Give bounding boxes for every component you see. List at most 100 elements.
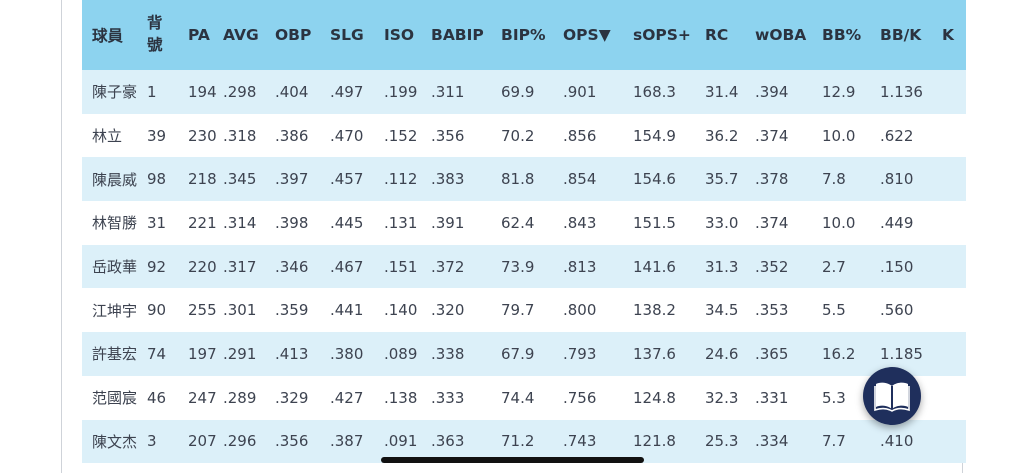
cell-player[interactable]: 林立 [92, 127, 123, 146]
cell-woba: .334 [755, 432, 789, 451]
cell-bb-k: .449 [880, 213, 914, 232]
cell-obp: .398 [275, 213, 309, 232]
cell-obp: .404 [275, 82, 309, 101]
cell-k [942, 245, 966, 289]
cell-bb-k: 1.185 [880, 344, 923, 363]
cell-iso: .199 [384, 82, 418, 101]
cell-iso: .112 [384, 170, 418, 189]
cell-number: 98 [147, 170, 167, 189]
table-row[interactable]: 岳政華 92 220 .317 .346 .467 .151 .372 73.9 .813 141.… [82, 244, 966, 289]
cell-pa: 218 [188, 170, 217, 189]
cell-bb-k: .410 [880, 432, 914, 451]
cell-babip: .320 [431, 301, 465, 320]
cell-obp: .397 [275, 170, 309, 189]
cell-rc: 36.2 [705, 126, 739, 145]
cell-avg: .301 [223, 301, 257, 320]
cell-player[interactable]: 岳政華 [92, 258, 138, 277]
cell-avg: .296 [223, 432, 257, 451]
cell-ops: .743 [563, 432, 597, 451]
cell-rc: 33.0 [705, 213, 739, 232]
column-header-bb-pct[interactable]: BB% [822, 26, 862, 44]
cell-bb-k: .810 [880, 170, 914, 189]
cell-bb-pct: 10.0 [822, 126, 856, 145]
column-header-woba[interactable]: wOBA [755, 26, 807, 44]
column-header-number[interactable]: 背 號 [147, 0, 188, 70]
table-row[interactable]: 林立 39 230 .318 .386 .470 .152 .356 70.2 .856 154.9… [82, 113, 966, 158]
cell-sops-plus: 168.3 [633, 82, 676, 101]
cell-number: 92 [147, 257, 167, 276]
column-header-slg[interactable]: SLG [330, 26, 364, 44]
cell-woba: .365 [755, 344, 789, 363]
cell-pa: 255 [188, 301, 217, 320]
column-header-babip[interactable]: BABIP [431, 26, 484, 44]
cell-k [942, 376, 966, 420]
cell-woba: .378 [755, 170, 789, 189]
column-header-pa[interactable]: PA [188, 26, 210, 44]
cell-rc: 32.3 [705, 388, 739, 407]
column-header-k-truncated[interactable]: K [942, 26, 955, 44]
cell-babip: .383 [431, 170, 465, 189]
cell-obp: .386 [275, 126, 309, 145]
cell-ops: .856 [563, 126, 597, 145]
cell-babip: .372 [431, 257, 465, 276]
cell-slg: .441 [330, 301, 364, 320]
column-header-bb-k[interactable]: BB/K [880, 26, 922, 44]
cell-babip: .311 [431, 82, 465, 101]
cell-player[interactable]: 林智勝 [92, 214, 138, 233]
cell-iso: .091 [384, 432, 418, 451]
cell-player[interactable]: 陳晨威 [92, 170, 138, 189]
cell-sops-plus: 154.6 [633, 170, 676, 189]
cell-bb-pct: 7.8 [822, 170, 846, 189]
stats-table-container[interactable]: 球員 背 號 PA AVG OBP SLG ISO BABIP BIP% OPS… [82, 0, 966, 473]
cell-woba: .394 [755, 82, 789, 101]
column-header-obp[interactable]: OBP [275, 26, 312, 44]
cell-slg: .467 [330, 257, 364, 276]
column-header-player[interactable]: 球員 [92, 27, 124, 45]
cell-sops-plus: 141.6 [633, 257, 676, 276]
column-header-iso[interactable]: ISO [384, 26, 415, 44]
cell-iso: .089 [384, 344, 418, 363]
cell-player[interactable]: 江坤宇 [92, 301, 138, 320]
cell-player[interactable]: 陳文杰 [92, 432, 138, 451]
cell-player[interactable]: 許基宏 [92, 345, 138, 364]
column-header-bip-pct[interactable]: BIP% [501, 26, 546, 44]
cell-rc: 25.3 [705, 432, 739, 451]
cell-obp: .346 [275, 257, 309, 276]
cell-rc: 34.5 [705, 301, 739, 320]
cell-iso: .138 [384, 388, 418, 407]
column-header-avg[interactable]: AVG [223, 26, 259, 44]
cell-slg: .445 [330, 213, 364, 232]
home-indicator[interactable] [381, 457, 644, 463]
cell-player[interactable]: 陳子豪 [92, 83, 138, 102]
column-header-rc[interactable]: RC [705, 26, 729, 44]
cell-player[interactable]: 范國宸 [92, 389, 138, 408]
table-row[interactable]: 陳子豪 1 194 .298 .404 .497 .199 .311 69.9 .901 168.3… [82, 70, 966, 114]
column-header-sops-plus[interactable]: sOPS+ [633, 26, 691, 44]
cell-k [942, 332, 966, 376]
column-header-ops-sorted[interactable]: OPS▼ [563, 26, 611, 44]
table-row[interactable]: 許基宏 74 197 .291 .413 .380 .089 .338 67.9 .793 137.… [82, 332, 966, 376]
cell-k [942, 420, 966, 464]
cell-ops: .800 [563, 301, 597, 320]
cell-bb-pct: 5.5 [822, 301, 846, 320]
cell-ops: .843 [563, 213, 597, 232]
table-row[interactable]: 林智勝 31 221 .314 .398 .445 .131 .391 62.4 .843 151.… [82, 201, 966, 245]
cell-pa: 247 [188, 388, 217, 407]
table-row[interactable]: 范國宸 46 247 .289 .329 .427 .138 .333 74.4 .756 124.… [82, 375, 966, 420]
cell-babip: .391 [431, 213, 465, 232]
cell-bb-k: .622 [880, 126, 914, 145]
book-open-icon [874, 382, 910, 412]
cell-pa: 197 [188, 344, 217, 363]
table-row[interactable]: 陳文杰 3 207 .296 .356 .387 .091 .363 71.2 .743 121.8… [82, 419, 966, 464]
table-row[interactable]: 江坤宇 90 255 .301 .359 .441 .140 .320 79.7 .800 138.… [82, 288, 966, 333]
cell-avg: .298 [223, 82, 257, 101]
cell-ops: .793 [563, 344, 597, 363]
cell-bb-k: 1.136 [880, 82, 923, 101]
book-reader-button[interactable] [863, 367, 921, 425]
cell-sops-plus: 121.8 [633, 432, 676, 451]
cell-sops-plus: 151.5 [633, 213, 676, 232]
table-row[interactable]: 陳晨威 98 218 .345 .397 .457 .112 .383 81.8 .854 154.… [82, 157, 966, 202]
cell-pa: 221 [188, 213, 217, 232]
cell-bb-k: .150 [880, 257, 914, 276]
cell-pa: 230 [188, 126, 217, 145]
